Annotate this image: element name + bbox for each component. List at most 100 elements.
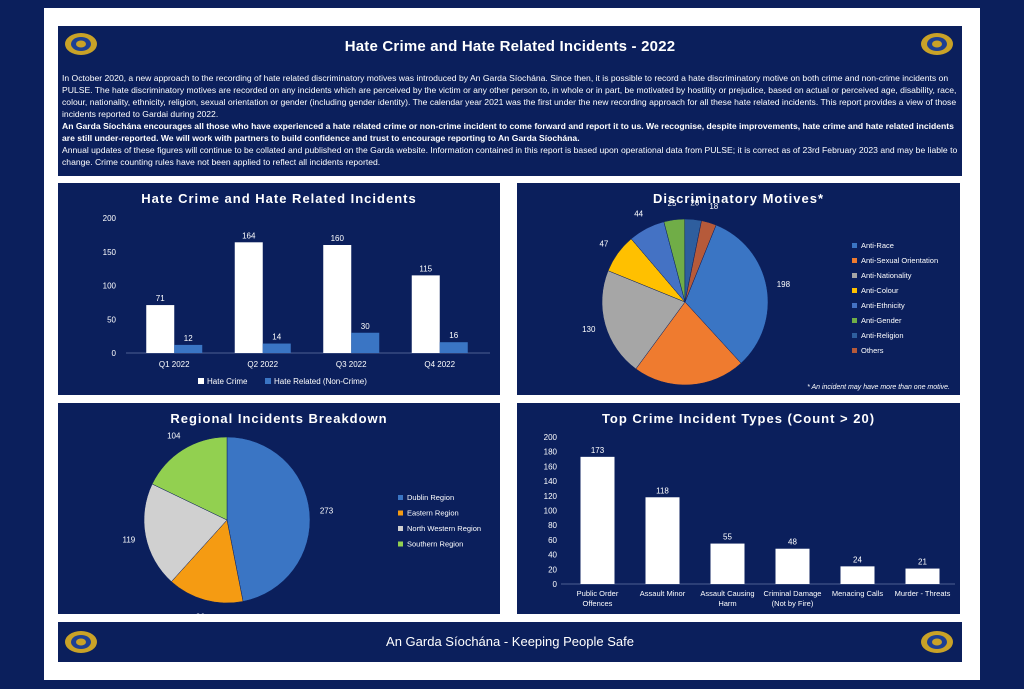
regional-pie-chart: 273 86 119 104 Dublin Region Eastern Region No… (122, 431, 481, 614)
legend-swatch (852, 318, 857, 323)
legend-swatch (398, 526, 403, 531)
garda-badge-icon (65, 33, 97, 55)
pie-slice (171, 519, 244, 604)
motives-pie-chart: 1981351304744252018Anti-RaceAnti-Sexual … (582, 198, 938, 386)
data-label: 21 (918, 558, 927, 567)
bar (262, 343, 291, 353)
bar (905, 568, 940, 584)
legend-label: Anti-Gender (861, 316, 902, 325)
data-label: 55 (723, 533, 732, 542)
legend-label: Anti-Race (861, 241, 894, 250)
chart-title: Discriminatory Motives* (652, 191, 825, 206)
bar (174, 344, 203, 353)
chart-panel-motives: 1981351304744252018Anti-RaceAnti-Sexual … (517, 183, 960, 395)
legend-label: Southern Region (407, 540, 463, 549)
legend-label: Anti-Ethnicity (861, 301, 905, 310)
x-tick-label: Menacing Calls (832, 589, 884, 598)
footer-panel: An Garda Síochána - Keeping People Safe (58, 622, 962, 662)
bar (645, 497, 680, 584)
pie-slice (684, 220, 717, 303)
intro-paragraph: In October 2020, a new approach to the r… (62, 73, 957, 119)
legend-label: North Western Region (407, 524, 481, 533)
x-tick-label: Q3 2022 (336, 360, 367, 369)
legend-swatch (852, 288, 857, 293)
data-label: 130 (582, 325, 596, 334)
chart-panel-quarterly: 0 50 100 150 200 71 12 Q1 2022 164 14 Q2 2022 160 30… (58, 183, 500, 395)
bar (234, 242, 263, 353)
bar (580, 456, 615, 584)
garda-badge-icon (921, 33, 953, 55)
y-tick-label: 40 (548, 551, 557, 560)
data-label: 104 (167, 431, 181, 440)
chart-footnote: * An incident may have more than one mot… (807, 384, 950, 391)
legend-label: Anti-Religion (861, 331, 904, 340)
data-label: 47 (599, 239, 608, 248)
intro-text: In October 2020, a new approach to the r… (62, 72, 960, 168)
quarterly-bar-chart: 0 50 100 150 200 71 12 Q1 2022 164 14 Q2 2022 160 30… (103, 214, 490, 386)
legend-swatch (852, 303, 857, 308)
y-tick-label: 80 (548, 521, 557, 530)
chart-title: Hate Crime and Hate Related Incidents (141, 191, 417, 206)
legend-label: Others (861, 346, 884, 355)
legend-swatch (398, 510, 403, 516)
y-tick-label: 20 (548, 565, 557, 574)
data-label: 119 (122, 535, 135, 544)
intro-paragraph: An Garda Síochána encourages all those w… (62, 121, 954, 143)
pie-slice (143, 483, 228, 582)
data-label: 44 (634, 209, 643, 218)
data-label: 14 (272, 333, 281, 342)
pie-slice (635, 301, 742, 386)
legend-swatch (852, 348, 857, 353)
bar (411, 275, 440, 353)
data-label: 25 (668, 199, 677, 208)
y-tick-label: 100 (544, 507, 558, 516)
data-label: 16 (449, 331, 458, 340)
legend-swatch (398, 495, 403, 500)
data-label: 115 (419, 264, 432, 273)
data-label: 12 (184, 334, 193, 343)
pie-slice (151, 436, 228, 521)
x-tick-label: Offences (583, 599, 613, 608)
chart-title: Regional Incidents Breakdown (170, 411, 388, 426)
data-label: 71 (156, 294, 165, 303)
data-label: 48 (788, 538, 797, 547)
pie-slice (226, 436, 311, 602)
y-tick-label: 120 (544, 492, 558, 501)
y-tick-label: 60 (548, 536, 557, 545)
y-tick-label: 150 (103, 248, 117, 257)
y-tick-label: 200 (103, 214, 117, 223)
data-label: 30 (361, 322, 370, 331)
bar (840, 566, 875, 584)
data-label: 18 (709, 202, 718, 211)
bar (775, 548, 810, 584)
y-tick-label: 160 (544, 462, 558, 471)
data-label: 118 (656, 486, 669, 495)
data-label: 173 (591, 446, 605, 455)
y-tick-label: 140 (544, 477, 558, 486)
y-tick-label: 50 (107, 315, 116, 324)
page-title: Hate Crime and Hate Related Incidents - … (344, 38, 676, 55)
legend-swatch (198, 378, 204, 384)
data-label: 273 (320, 506, 334, 515)
legend-label: Eastern Region (407, 509, 459, 518)
data-label: 160 (331, 234, 345, 243)
legend-swatch (852, 273, 857, 278)
garda-badge-icon (65, 631, 97, 653)
legend-swatch (398, 541, 403, 547)
y-tick-label: 100 (103, 282, 117, 291)
bar (323, 245, 352, 353)
data-label: 164 (242, 231, 256, 240)
legend-swatch (852, 333, 857, 338)
footer-slogan: An Garda Síochána - Keeping People Safe (386, 634, 634, 649)
bar (439, 342, 468, 353)
legend-swatch (852, 258, 857, 263)
data-label: 86 (196, 612, 205, 614)
data-label: 198 (777, 280, 791, 289)
y-tick-label: 200 (544, 433, 558, 442)
x-tick-label: Q1 2022 (159, 360, 190, 369)
y-tick-label: 0 (112, 349, 117, 358)
x-tick-label: Assault Causing (700, 589, 754, 598)
legend-label: Dublin Region (407, 493, 454, 502)
chart-panel-regional: 273 86 119 104 Dublin Region Eastern Region No… (58, 403, 500, 614)
pie-slice (601, 270, 686, 370)
